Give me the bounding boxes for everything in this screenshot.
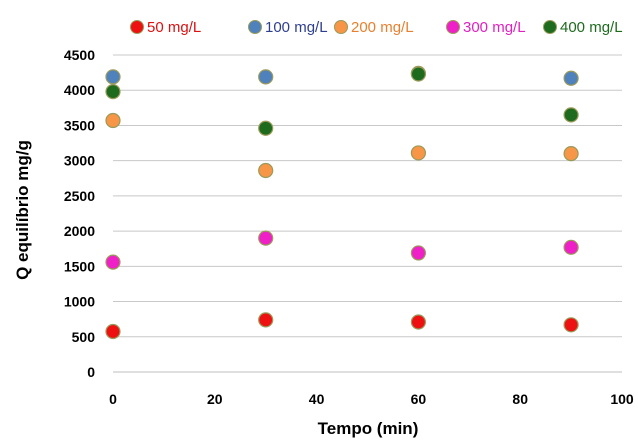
y-tick-label: 1000 [64, 294, 95, 310]
data-point [105, 323, 121, 340]
x-tick-label: 60 [411, 391, 427, 407]
x-tick-label: 100 [610, 391, 634, 407]
data-point [563, 70, 579, 86]
x-tick-label: 80 [512, 391, 528, 407]
x-tick-label: 20 [207, 391, 223, 407]
y-tick-label: 3000 [64, 153, 95, 169]
legend-label: 200 mg/L [351, 19, 414, 36]
y-tick-label: 500 [72, 329, 96, 345]
data-point [105, 112, 121, 129]
axes: 0 500 1000 1500 2000 2500 3000 3500 4000 4500 0 20 4… [64, 47, 634, 407]
data-point [410, 314, 426, 330]
legend-marker [543, 20, 557, 34]
legend-item: 200 mg/L [334, 19, 414, 36]
legend-item: 300 mg/L [446, 19, 526, 36]
legend-item: 400 mg/L [543, 19, 623, 36]
legend-label: 300 mg/L [463, 19, 526, 36]
data-point [105, 84, 121, 100]
data-point [563, 107, 579, 123]
data-point [258, 69, 274, 85]
data-point [410, 145, 426, 161]
y-axis-title: Q equilíbrio mg/g [13, 140, 32, 280]
y-tick-label: 2500 [64, 188, 95, 204]
legend-marker [446, 20, 460, 34]
data-point [258, 120, 274, 136]
y-tick-label: 1500 [64, 258, 95, 274]
data-point [258, 312, 274, 328]
y-tick-label: 3500 [64, 117, 95, 133]
data-point [410, 245, 426, 261]
legend-label: 100 mg/L [265, 19, 328, 36]
data-point [563, 239, 579, 255]
y-tick-label: 2000 [64, 223, 95, 239]
y-tick-label: 4000 [64, 82, 95, 98]
data-points [105, 65, 579, 340]
data-point [410, 66, 426, 82]
data-point [258, 230, 274, 246]
legend-item: 50 mg/L [130, 19, 201, 36]
x-axis-title: Tempo (min) [318, 419, 419, 438]
legend-marker [130, 20, 144, 34]
legend-marker [334, 20, 348, 34]
legend-item: 100 mg/L [248, 19, 328, 36]
gridlines [113, 54, 622, 338]
y-tick-label: 0 [87, 364, 95, 380]
legend-label: 400 mg/L [560, 19, 623, 36]
data-point [563, 317, 579, 333]
legend-marker [248, 20, 262, 34]
y-tick-label: 4500 [64, 47, 95, 63]
data-point [563, 146, 579, 162]
data-point [105, 254, 121, 270]
x-tick-label: 40 [309, 391, 325, 407]
x-tick-label: 0 [109, 391, 117, 407]
legend-label: 50 mg/L [147, 19, 201, 36]
data-point [105, 69, 121, 85]
legend: 50 mg/L 100 mg/L 200 mg/L 300 mg/L 400 mg/L [130, 19, 623, 36]
data-point [258, 162, 274, 179]
